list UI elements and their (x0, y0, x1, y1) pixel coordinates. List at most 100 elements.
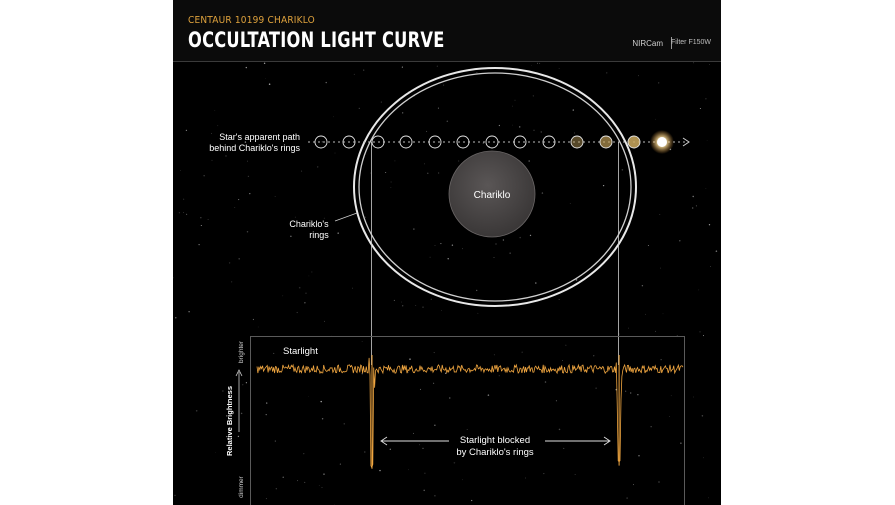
background-star (419, 388, 421, 390)
background-star (430, 298, 432, 300)
background-star (574, 474, 576, 476)
background-star (321, 418, 324, 420)
background-star (203, 175, 205, 177)
background-star (514, 99, 516, 101)
background-star (539, 62, 541, 64)
background-star (339, 463, 341, 465)
background-star (282, 476, 284, 478)
star-position-marker (456, 135, 470, 149)
background-star (563, 447, 565, 449)
background-star (402, 112, 404, 114)
background-star (297, 480, 299, 482)
rings-label-line1: Chariklo's (289, 219, 329, 229)
background-star (495, 243, 497, 245)
background-star (449, 397, 451, 399)
background-star (321, 486, 323, 489)
background-star (301, 170, 303, 172)
ring-inner (358, 72, 632, 302)
background-star (265, 78, 266, 79)
background-star (234, 207, 236, 208)
background-star (174, 494, 176, 497)
background-star (307, 395, 309, 397)
page-title: OCCULTATION LIGHT CURVE (188, 28, 445, 52)
background-star (380, 101, 382, 103)
background-star (645, 313, 646, 315)
background-star (419, 444, 421, 446)
background-star (180, 170, 181, 172)
background-star (669, 416, 671, 418)
background-star (214, 451, 216, 453)
background-star (211, 159, 213, 161)
background-star (600, 368, 601, 370)
background-star (422, 306, 424, 308)
background-star (693, 62, 695, 64)
star-position-marker (513, 135, 527, 149)
background-star (693, 396, 695, 398)
background-star (195, 410, 198, 412)
background-star (679, 240, 681, 242)
background-star (543, 473, 545, 475)
background-star (662, 313, 664, 315)
background-star (320, 400, 322, 403)
background-star (660, 267, 661, 269)
background-star (462, 479, 463, 481)
star-position-marker (342, 135, 356, 149)
background-star (445, 372, 447, 374)
background-star (493, 257, 495, 258)
background-star (296, 311, 298, 314)
background-star (606, 72, 608, 74)
background-star (525, 477, 526, 479)
background-star (453, 462, 456, 464)
chariklo-label: Chariklo (474, 190, 511, 201)
background-star (498, 375, 500, 377)
background-star (274, 196, 276, 198)
background-star (433, 382, 435, 384)
background-star (476, 72, 478, 74)
background-star (424, 472, 426, 474)
y-axis-arrowhead-icon (235, 369, 243, 377)
background-star (275, 488, 277, 490)
background-star (207, 219, 209, 221)
background-star (363, 69, 365, 71)
blocked-arrowhead-right-icon (603, 436, 611, 446)
background-star (303, 453, 305, 455)
background-star (321, 141, 324, 143)
background-star (710, 266, 711, 268)
background-star (426, 130, 428, 132)
star-positions (314, 135, 641, 149)
background-star (304, 302, 306, 304)
background-star (565, 344, 567, 346)
background-star (670, 395, 672, 397)
background-star (290, 235, 292, 237)
background-star (246, 160, 249, 162)
background-star (402, 305, 404, 307)
background-star (298, 286, 301, 289)
background-star (705, 98, 707, 100)
background-star (263, 62, 266, 65)
background-star (228, 262, 231, 264)
path-arrowhead-icon (682, 137, 690, 147)
star-position-marker (542, 135, 556, 149)
background-star (389, 448, 391, 450)
background-star (429, 256, 431, 258)
background-star (186, 213, 188, 215)
background-star (638, 455, 640, 457)
background-star (427, 172, 429, 174)
background-star (385, 172, 387, 174)
star-position-marker (599, 135, 613, 149)
background-star (390, 181, 392, 183)
background-star (304, 481, 306, 483)
background-star (535, 282, 537, 284)
background-star (446, 120, 449, 122)
background-star (214, 110, 216, 111)
background-star (493, 354, 495, 356)
kicker-text: CENTAUR 10199 CHARIKLO (188, 15, 315, 26)
background-star (265, 414, 267, 416)
background-star (658, 82, 660, 84)
background-star (185, 129, 188, 132)
background-star (701, 415, 704, 417)
background-star (323, 217, 325, 219)
background-star (305, 292, 307, 294)
background-star (358, 107, 360, 110)
background-star (364, 451, 366, 453)
